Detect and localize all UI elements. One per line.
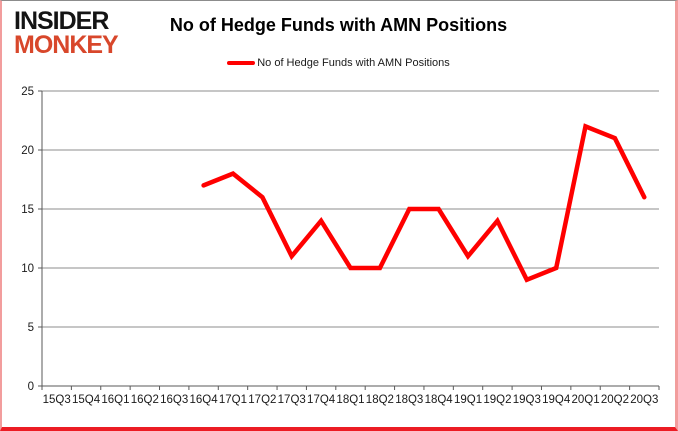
y-axis-label: 0 — [28, 381, 34, 393]
legend-line-swatch — [227, 61, 256, 65]
x-axis-label: 15Q4 — [72, 394, 101, 406]
y-axis-label: 15 — [21, 204, 34, 216]
x-axis-label: 18Q3 — [395, 394, 423, 406]
x-axis-label: 18Q2 — [366, 394, 394, 406]
x-axis-label: 16Q1 — [101, 394, 129, 406]
logo-text-monkey: MONKEY — [14, 31, 119, 59]
logo-text-insider: INSIDER — [14, 7, 109, 35]
x-axis-label: 19Q4 — [542, 394, 571, 406]
x-axis-label: 17Q2 — [248, 394, 276, 406]
x-axis-label: 20Q1 — [571, 394, 599, 406]
x-axis-label: 15Q3 — [43, 394, 71, 406]
x-axis-label: 17Q4 — [307, 394, 336, 406]
y-axis-label: 10 — [21, 263, 34, 275]
x-axis-label: 18Q1 — [336, 394, 364, 406]
x-axis-label: 19Q1 — [454, 394, 482, 406]
chart-legend: No of Hedge Funds with AMN Positions — [2, 57, 675, 69]
x-axis-label: 16Q2 — [131, 394, 159, 406]
legend-label: No of Hedge Funds with AMN Positions — [257, 57, 450, 69]
y-axis-label: 20 — [21, 145, 34, 157]
x-axis-label: 18Q4 — [425, 394, 454, 406]
series-line — [201, 123, 647, 283]
x-axis-label: 17Q1 — [219, 394, 247, 406]
x-axis-label: 19Q2 — [483, 394, 511, 406]
y-axis-label: 25 — [21, 86, 34, 98]
x-axis-label: 17Q3 — [278, 394, 306, 406]
x-axis-label: 20Q2 — [601, 394, 629, 406]
chart-title: No of Hedge Funds with AMN Positions — [169, 15, 508, 35]
x-axis-label: 16Q4 — [190, 394, 219, 406]
x-axis-label: 16Q3 — [160, 394, 188, 406]
x-axis-label: 20Q3 — [630, 394, 658, 406]
insider-monkey-logo: INSIDER MONKEY — [14, 7, 119, 59]
x-axis-label: 19Q3 — [513, 394, 541, 406]
y-axis-label: 5 — [28, 322, 34, 334]
